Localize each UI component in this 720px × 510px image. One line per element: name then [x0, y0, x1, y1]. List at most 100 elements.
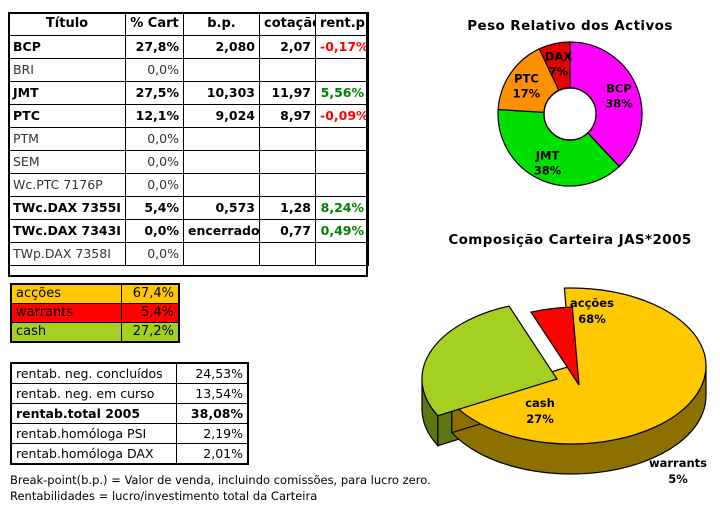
cell-cotacao: 2,07 — [259, 35, 316, 59]
donut-value-bcp: 38% — [605, 97, 633, 111]
allocation-label: cash — [10, 322, 122, 343]
donut-center-hole — [543, 87, 597, 141]
cell-cart: 27,5% — [125, 81, 184, 105]
cell-rent: 0,49% — [315, 219, 369, 243]
cell-bp — [183, 127, 260, 151]
cell-rent: -0,17% — [315, 35, 369, 59]
donut-label-ptc: PTC — [514, 71, 539, 85]
portfolio-composition-pie3d-chart: acções 68% cash 27% warrants 5% — [421, 287, 707, 486]
cell-titulo: PTC — [8, 104, 126, 128]
cell-bp — [183, 173, 260, 197]
holdings-header-row: Título % Cart b.p. cotação rent.p. — [8, 12, 369, 36]
donut-label-bcp: BCP — [606, 82, 632, 96]
cell-rent: 8,24% — [315, 196, 369, 220]
cell-titulo: JMT — [8, 81, 126, 105]
cell-titulo: TWc.DAX 7355I — [8, 196, 126, 220]
donut-value-ptc: 17% — [513, 86, 541, 100]
cell-rent — [315, 150, 369, 174]
footnote-rentabilidades: Rentabilidades = lucro/investimento tota… — [10, 489, 318, 503]
cell-cotacao: 0,77 — [259, 219, 316, 243]
allocation-row: cash 27,2% — [10, 322, 180, 343]
cell-cotacao — [259, 58, 316, 82]
cell-cotacao — [259, 127, 316, 151]
cell-rent — [315, 127, 369, 151]
donut-value-dax: 7% — [549, 65, 569, 79]
cell-cotacao: 8,97 — [259, 104, 316, 128]
returns-label: rentab.homóloga DAX — [10, 443, 177, 465]
cell-cart: 0,0% — [125, 242, 184, 266]
cell-titulo: BRI — [8, 58, 126, 82]
cell-titulo: PTM — [8, 127, 126, 151]
table-row: Wc.PTC 7176P 0,0% — [8, 173, 369, 197]
cell-bp: 0,573 — [183, 196, 260, 220]
cell-bp: 9,024 — [183, 104, 260, 128]
cell-bp: 10,303 — [183, 81, 260, 105]
table-row: TWc.DAX 7343I 0,0% encerrado 0,77 0,49% — [8, 219, 369, 243]
allocation-value: 5,4% — [120, 303, 180, 323]
cell-cotacao — [259, 173, 316, 197]
cell-titulo: BCP — [8, 35, 126, 59]
table-row: BCP 27,8% 2,080 2,07 -0,17% — [8, 35, 369, 59]
cell-titulo: SEM — [8, 150, 126, 174]
cell-bp: encerrado — [183, 219, 260, 243]
cell-bp — [183, 242, 260, 266]
column-header-bp: b.p. — [183, 12, 260, 36]
table-row: BRI 0,0% — [8, 58, 369, 82]
allocation-row: acções 67,4% — [10, 283, 180, 304]
column-header-cart: % Cart — [125, 12, 184, 36]
cell-rent — [315, 242, 369, 266]
returns-row: rentab.homóloga DAX 2,01% — [10, 443, 249, 465]
cell-cart: 0,0% — [125, 58, 184, 82]
pie3d-chart-title: Composição Carteira JAS*2005 — [448, 232, 692, 248]
allocation-value: 67,4% — [120, 283, 180, 304]
column-header-cotacao: cotação — [259, 12, 316, 36]
column-header-rent: rent.p. — [315, 12, 369, 36]
pie3d-label-cash: cash — [525, 396, 555, 410]
cell-bp — [183, 150, 260, 174]
cell-cart: 5,4% — [125, 196, 184, 220]
cell-rent — [315, 173, 369, 197]
returns-label: rentab. neg. concluídos — [10, 362, 177, 384]
returns-row: rentab. neg. concluídos 24,53% — [10, 362, 249, 384]
returns-value: 38,08% — [175, 403, 249, 424]
returns-value: 2,19% — [175, 423, 249, 444]
table-row: JMT 27,5% 10,303 11,97 5,56% — [8, 81, 369, 105]
cell-cotacao — [259, 150, 316, 174]
pie3d-label-accoes: acções — [570, 296, 614, 310]
returns-label: rentab.total 2005 — [10, 403, 177, 424]
cell-cart: 0,0% — [125, 219, 184, 243]
donut-label-jmt: JMT — [535, 149, 560, 163]
table-row: SEM 0,0% — [8, 150, 369, 174]
returns-label: rentab.homóloga PSI — [10, 423, 177, 444]
donut-chart-title: Peso Relativo dos Activos — [467, 18, 673, 34]
returns-value: 2,01% — [175, 443, 249, 465]
cell-cart: 27,8% — [125, 35, 184, 59]
cell-rent: 5,56% — [315, 81, 369, 105]
pie3d-slice-cash — [421, 305, 558, 417]
cell-rent: -0,09% — [315, 104, 369, 128]
table-row: PTM 0,0% — [8, 127, 369, 151]
donut-label-dax: DAX — [545, 50, 572, 64]
footnote-breakpoint: Break-point(b.p.) = Valor de venda, incl… — [10, 473, 431, 487]
allocation-label: warrants — [10, 303, 122, 323]
table-row: TWc.DAX 7355I 5,4% 0,573 1,28 8,24% — [8, 196, 369, 220]
returns-value: 13,54% — [175, 383, 249, 404]
table-row: TWp.DAX 7358I 0,0% — [8, 242, 369, 266]
cell-rent — [315, 58, 369, 82]
column-header-titulo: Título — [8, 12, 126, 36]
pie3d-value-accoes: 68% — [578, 312, 606, 326]
cell-cotacao: 1,28 — [259, 196, 316, 220]
returns-value: 24,53% — [175, 362, 249, 384]
allocation-row: warrants 5,4% — [10, 303, 180, 323]
pie3d-label-warrants: warrants — [649, 456, 707, 470]
pie3d-value-cash: 27% — [526, 412, 554, 426]
allocation-label: acções — [10, 283, 122, 304]
cell-cart: 0,0% — [125, 150, 184, 174]
cell-cart: 12,1% — [125, 104, 184, 128]
returns-row: rentab. neg. em curso 13,54% — [10, 383, 249, 404]
cell-titulo: TWc.DAX 7343I — [8, 219, 126, 243]
returns-table: rentab. neg. concluídos 24,53% rentab. neg… — [10, 362, 249, 465]
cell-cart: 0,0% — [125, 127, 184, 151]
pie3d-slice-acções — [450, 287, 707, 445]
